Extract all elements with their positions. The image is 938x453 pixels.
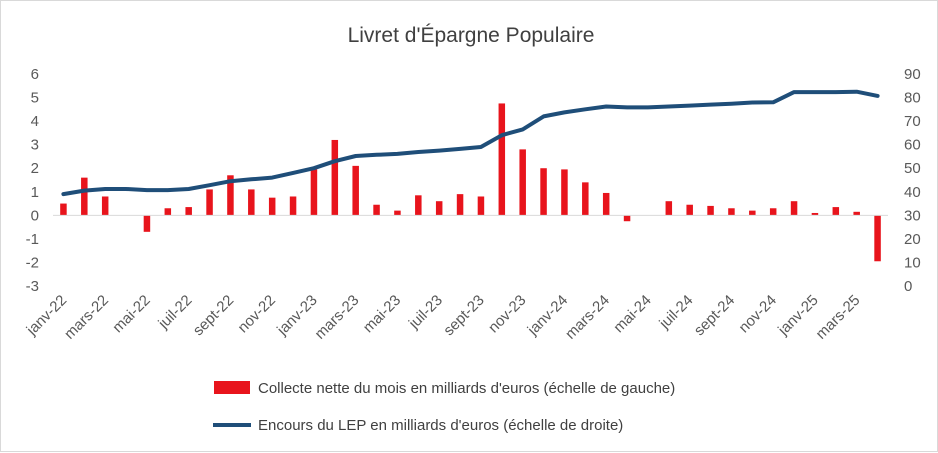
legend-label-bar: Collecte nette du mois en milliards d'eu… [258,380,675,397]
bar [874,215,881,262]
x-tick-label: sept-24 [691,292,738,339]
x-tick-label: mars-22 [61,292,112,343]
y-left-tick-label: 0 [31,207,39,224]
y-left-tick-label: 4 [31,113,39,130]
bar [101,196,109,216]
bar [769,208,777,216]
bar [602,192,610,216]
y-right-tick-label: 0 [904,278,912,295]
bar [749,210,756,216]
bar [81,177,88,216]
bar [352,165,359,216]
y-right-tick-label: 70 [904,113,921,130]
bar [623,215,631,222]
bar [331,139,339,216]
x-tick-label: mars-24 [562,292,613,343]
y-right-tick-label: 40 [904,184,921,201]
legend: Collecte nette du mois en milliards d'eu… [213,380,675,434]
bar [268,197,276,216]
y-right-tick-label: 90 [904,66,921,83]
x-tick-label: mai-22 [109,292,153,336]
x-tick-label: mars-25 [813,292,864,343]
bar [60,203,67,216]
bar [185,207,192,216]
bar [227,175,234,216]
bar [435,201,443,216]
y-right-tick-label: 20 [904,231,921,248]
line-series [61,89,880,197]
bar [582,182,589,216]
legend-swatch-bar [214,381,250,394]
x-tick-label: sept-22 [190,292,237,339]
bar [456,194,464,216]
x-tick-label: mars-23 [312,292,363,343]
y-right-tick-label: 80 [904,90,921,107]
bar [790,201,798,216]
y-right-tick-label: 50 [904,160,921,177]
bar [248,189,255,216]
bar [310,169,318,216]
y-left-tick-label: 1 [31,184,39,201]
x-tick-label: mai-23 [360,292,404,336]
bar [728,208,735,216]
x-tick-label: sept-23 [440,292,487,339]
bar [477,196,485,216]
bar [707,205,714,216]
bar [832,207,840,216]
bar [519,149,526,216]
y-right-tick-label: 60 [904,137,921,154]
y-left-tick-label: 2 [31,160,39,177]
bar [498,103,506,216]
y-left-tick-label: -3 [26,278,39,295]
legend-label-line: Encours du LEP en milliards d'euros (éch… [258,417,623,434]
bar [540,168,547,216]
left-axis-ticks: 6 5 4 3 2 1 0 -1 -2 -3 [26,66,39,295]
y-right-tick-label: 30 [904,207,921,224]
bar-series [60,103,881,262]
y-left-tick-label: -1 [26,231,39,248]
right-axis-ticks: 90 80 70 60 50 40 30 20 10 0 [904,66,921,295]
bar [394,210,401,216]
bar [164,208,172,216]
bar [415,195,422,216]
y-left-tick-label: -2 [26,254,39,271]
x-tick-label: mai-24 [610,292,654,336]
x-tick-label: nov-23 [485,292,529,336]
bar [811,212,819,216]
chart-title: Livret d'Épargne Populaire [348,24,595,47]
bar [143,215,151,232]
bar [561,169,568,216]
bar [373,204,380,216]
y-left-tick-label: 5 [31,90,39,107]
bar [853,211,860,216]
y-right-tick-label: 10 [904,254,921,271]
x-tick-label: nov-24 [736,292,780,336]
x-tick-label: nov-22 [235,292,279,336]
bar [206,189,213,216]
y-left-tick-label: 3 [31,137,39,154]
bar [686,204,693,216]
y-left-tick-label: 6 [31,66,39,83]
bar [289,196,297,216]
bar [665,201,673,216]
series-line [61,89,880,197]
